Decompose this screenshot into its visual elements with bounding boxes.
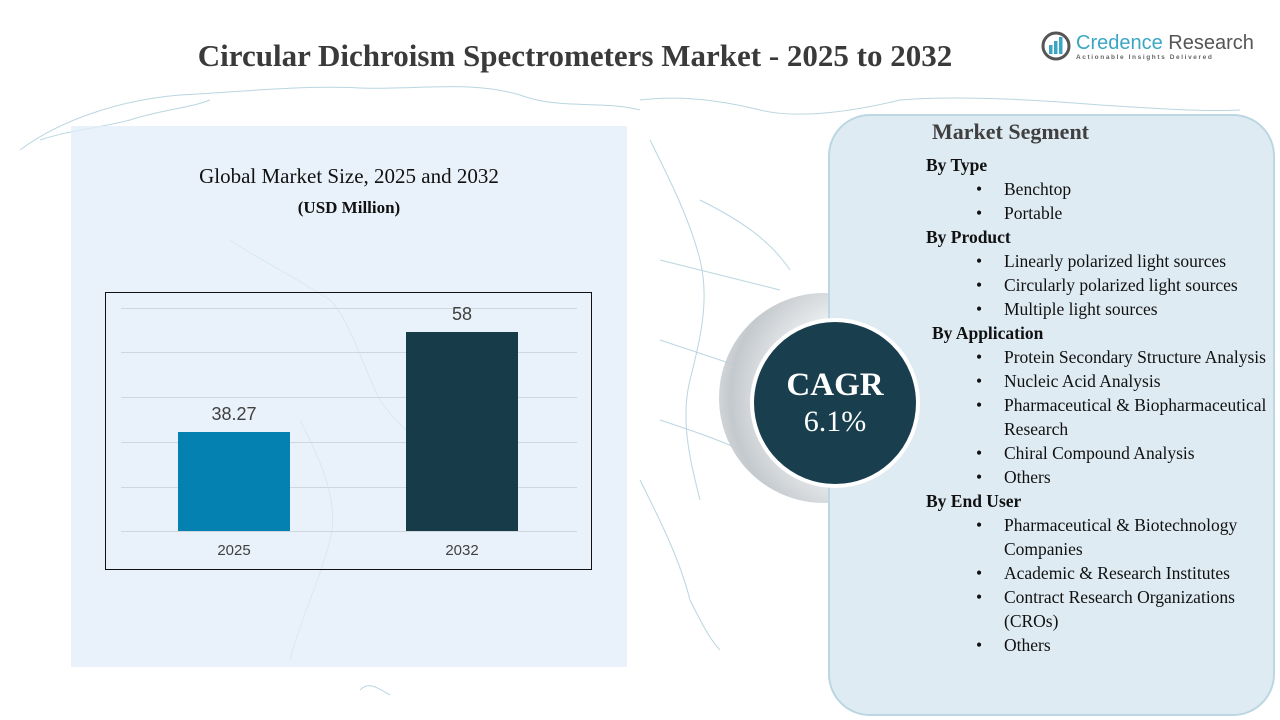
segment-item: • Nucleic Acid Analysis — [976, 371, 1161, 391]
bullet-icon: • — [976, 347, 983, 367]
logo-name-research: Research — [1162, 31, 1254, 54]
bullet-icon: • — [976, 443, 983, 463]
bullet-icon: • — [976, 587, 983, 607]
segment-heading-product: By Product — [926, 227, 1011, 247]
bullet-icon: • — [976, 275, 983, 295]
segment-item: • Multiple light sources — [976, 299, 1158, 319]
bullet-icon: • — [976, 251, 983, 271]
segment-item: • Linearly polarized light sources — [976, 251, 1227, 271]
bullet-icon: • — [976, 179, 983, 199]
credence-research-logo: Credence Research Actionable Insights De… — [1040, 30, 1254, 62]
gridline — [121, 352, 577, 353]
chart-title: Global Market Size, 2025 and 2032 — [199, 164, 499, 188]
segment-item: • Protein Secondary Structure Analysis — [976, 347, 1266, 367]
segment-heading-application: By Application — [932, 323, 1044, 343]
logo-tagline: Actionable Insights Delivered — [1076, 53, 1214, 61]
x-label-2032: 2032 — [445, 542, 479, 559]
bullet-icon: • — [976, 635, 983, 655]
bullet-icon: • — [976, 371, 983, 391]
bar-chart: 38.27 2025 58 2032 — [105, 292, 592, 570]
gridline — [121, 397, 577, 398]
segment-list: By Type • Benchtop • Portable By Product •… — [926, 153, 1276, 657]
segment-title: Market Segment — [932, 119, 1090, 144]
bullet-icon: • — [976, 299, 983, 319]
segment-item: • Circularly polarized light sources — [976, 275, 1238, 295]
bar-value-2032: 58 — [451, 304, 473, 324]
bullet-icon: • — [976, 515, 983, 535]
market-size-panel — [71, 126, 627, 667]
gridline — [121, 531, 577, 532]
cagr-label: CAGR — [786, 367, 884, 403]
bar-2032 — [406, 332, 518, 531]
segment-item: • Benchtop — [976, 179, 1072, 199]
segment-item: • Portable — [976, 203, 1063, 223]
logo-chart-icon — [1041, 31, 1071, 61]
segment-item: • Academic & Research Institutes — [976, 563, 1230, 583]
bar-2025 — [178, 432, 290, 531]
page-title: Circular Dichroism Spectrometers Market … — [197, 38, 953, 73]
bullet-icon: • — [976, 203, 983, 223]
bullet-icon: • — [976, 563, 983, 583]
bar-value-2025: 38.27 — [211, 404, 257, 424]
cagr-value: 6.1% — [803, 405, 867, 438]
gridline — [121, 308, 577, 309]
chart-subtitle: (USD Million) — [297, 198, 401, 217]
segment-item: • Others — [976, 467, 1051, 487]
logo-name-credence: Credence — [1076, 31, 1163, 54]
x-label-2025: 2025 — [217, 542, 251, 559]
cagr-badge: CAGR 6.1% — [750, 318, 920, 488]
gridline — [121, 442, 577, 443]
gridline — [121, 487, 577, 488]
segment-item: • Pharmaceutical & Biotechnology Companie… — [976, 515, 1238, 559]
bullet-icon: • — [976, 467, 983, 487]
segment-heading-end-user: By End User — [926, 491, 1022, 511]
segment-item: • Chiral Compound Analysis — [976, 443, 1195, 463]
segment-item: • Pharmaceutical & Biopharmaceutical Rese… — [976, 395, 1267, 439]
segment-item: • Others — [976, 635, 1051, 655]
bullet-icon: • — [976, 395, 983, 415]
segment-heading-type: By Type — [926, 155, 988, 175]
segment-item: • Contract Research Organizations (CROs) — [976, 587, 1235, 631]
